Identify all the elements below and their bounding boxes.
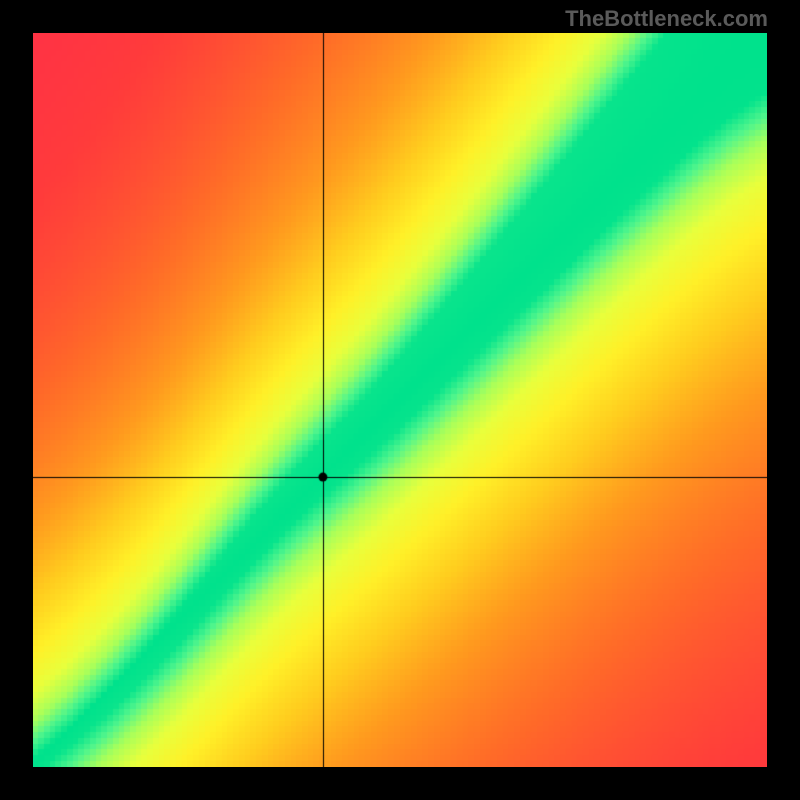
bottleneck-heatmap: [33, 33, 767, 767]
chart-container: TheBottleneck.com: [0, 0, 800, 800]
watermark-text: TheBottleneck.com: [565, 6, 768, 32]
